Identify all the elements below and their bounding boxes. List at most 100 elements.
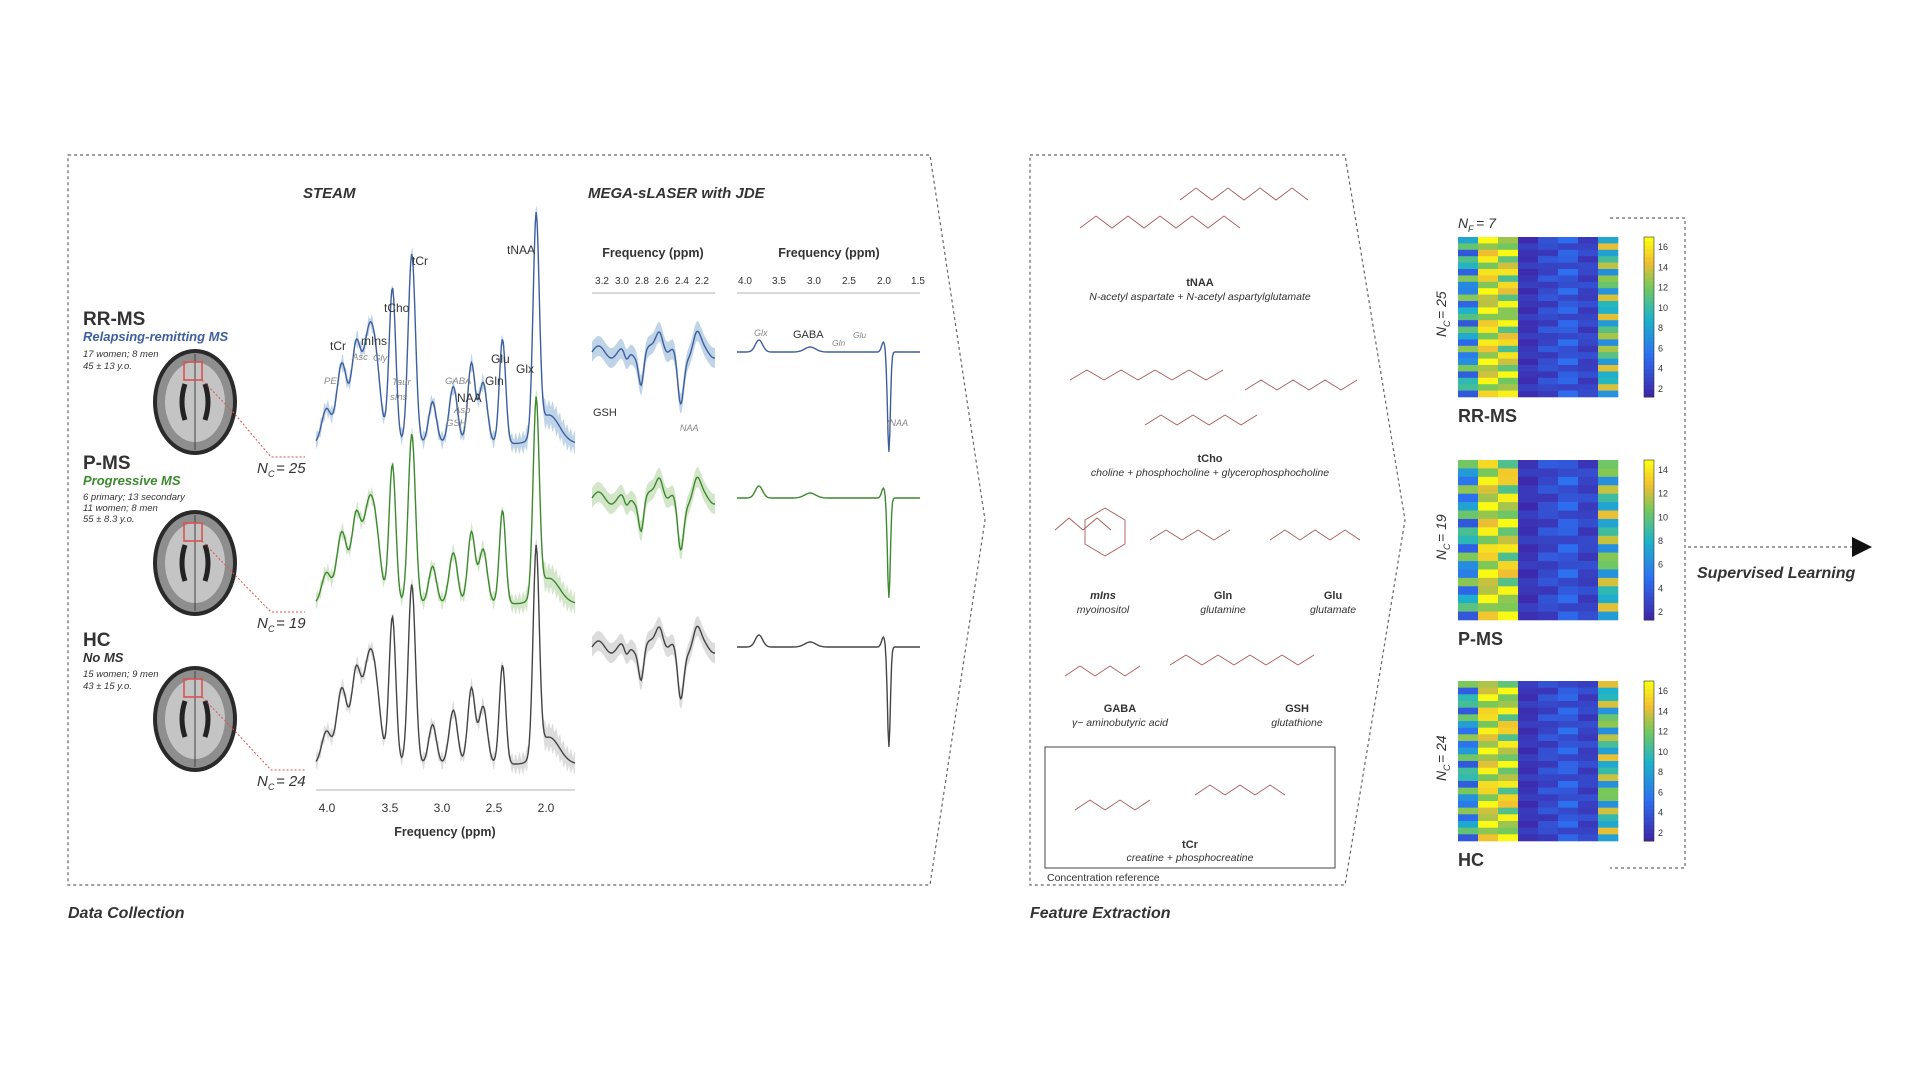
heatmap-cell bbox=[1458, 460, 1479, 469]
peak-naa: NAA bbox=[457, 391, 482, 405]
heatmap-cell bbox=[1578, 569, 1599, 579]
heatmap-cell bbox=[1458, 603, 1479, 612]
heatmap-cell bbox=[1538, 249, 1559, 257]
tick-label: 2.8 bbox=[635, 276, 649, 287]
voxel-connector bbox=[201, 379, 305, 458]
group-name: Relapsing-remitting MS bbox=[83, 329, 229, 344]
heatmap-cell bbox=[1518, 358, 1539, 366]
heatmap-cell bbox=[1458, 767, 1479, 775]
colorbar-tick: 6 bbox=[1658, 787, 1663, 797]
heatmap-cell bbox=[1558, 569, 1579, 579]
heatmap-cell bbox=[1558, 774, 1579, 782]
metabolite-abbr: mIns bbox=[1090, 590, 1116, 602]
heatmap-cell bbox=[1578, 535, 1599, 545]
heatmap-cell bbox=[1578, 256, 1599, 263]
mega-label-glu: Glu bbox=[853, 330, 867, 340]
heatmap-cell bbox=[1518, 390, 1539, 398]
heatmap-cell bbox=[1558, 821, 1579, 828]
colorbar-segment bbox=[1644, 305, 1654, 310]
heatmap-cell bbox=[1498, 544, 1519, 553]
heatmap-cell bbox=[1558, 377, 1579, 385]
colorbar-segment bbox=[1644, 777, 1654, 782]
heatmap-cell bbox=[1538, 787, 1559, 795]
heatmap-cell bbox=[1498, 774, 1519, 782]
heatmap-group-label: HC bbox=[1458, 850, 1484, 870]
heatmap-cell bbox=[1538, 561, 1559, 570]
heatmap-cell bbox=[1518, 569, 1539, 579]
heatmap-cell bbox=[1518, 243, 1539, 251]
heatmap-cell bbox=[1558, 281, 1579, 289]
heatmap-cell bbox=[1558, 326, 1579, 334]
heatmap-cell bbox=[1518, 371, 1539, 379]
colorbar-segment bbox=[1644, 385, 1654, 390]
metabolite-desc: myoinositol bbox=[1077, 604, 1130, 616]
heatmap-cell bbox=[1558, 320, 1579, 327]
colorbar-segment bbox=[1644, 568, 1654, 573]
heatmap-cell bbox=[1478, 476, 1499, 486]
group-pms-label: P-MS Progressive MS 6 primary; 13 second… bbox=[83, 453, 186, 525]
heatmap-cell bbox=[1458, 249, 1479, 257]
heatmap-cell bbox=[1558, 714, 1579, 722]
heatmap-cell bbox=[1578, 577, 1599, 587]
heatmap-cell bbox=[1558, 371, 1579, 379]
heatmap-cell bbox=[1538, 281, 1559, 289]
heatmap-cell bbox=[1598, 594, 1619, 604]
colorbar-tick: 4 bbox=[1658, 583, 1663, 593]
heatmap-cell bbox=[1598, 834, 1619, 842]
heatmap-cell bbox=[1478, 774, 1499, 782]
heatmap-cell bbox=[1478, 510, 1499, 520]
heatmap-cell bbox=[1518, 561, 1539, 570]
colorbar-tick: 4 bbox=[1658, 364, 1663, 374]
heatmap-cell bbox=[1498, 485, 1519, 494]
heatmap-cell bbox=[1598, 371, 1619, 379]
heatmap-cell bbox=[1518, 577, 1539, 587]
peak-glx: Glx bbox=[516, 362, 534, 376]
colorbar-segment bbox=[1644, 821, 1654, 826]
heatmap-cell bbox=[1498, 390, 1519, 398]
heatmap-cell bbox=[1558, 339, 1579, 347]
heatmap-cell bbox=[1458, 294, 1479, 302]
heatmap-cell bbox=[1498, 741, 1519, 748]
chemical-structure bbox=[1144, 414, 1258, 426]
heatmap-cell bbox=[1558, 594, 1579, 604]
heatmap-cell bbox=[1598, 727, 1619, 735]
axis-label: Frequency (ppm) bbox=[394, 825, 495, 839]
heatmap-cell bbox=[1518, 275, 1539, 283]
heatmap-cell bbox=[1598, 747, 1619, 755]
heatmap-cell bbox=[1578, 243, 1599, 251]
heatmap-cell bbox=[1598, 801, 1619, 808]
spectrum-band bbox=[592, 467, 715, 560]
heatmap-cell bbox=[1478, 814, 1499, 822]
heatmap-cell bbox=[1578, 734, 1599, 742]
colorbar-segment bbox=[1644, 592, 1654, 597]
colorbar-segment bbox=[1644, 237, 1654, 242]
colorbar-segment bbox=[1644, 556, 1654, 561]
heatmap-cell bbox=[1598, 510, 1619, 520]
heatmap-cell bbox=[1458, 345, 1479, 353]
brain-mri-image bbox=[153, 666, 305, 772]
heatmap-cell bbox=[1578, 502, 1599, 511]
heatmap-cell bbox=[1498, 821, 1519, 828]
heatmap-cell bbox=[1578, 377, 1599, 385]
heatmap-cell bbox=[1498, 807, 1519, 815]
heatmap-cell bbox=[1578, 694, 1599, 702]
colorbar-segment bbox=[1644, 520, 1654, 525]
heatmap-cell bbox=[1538, 377, 1559, 385]
heatmap-cell bbox=[1478, 569, 1499, 579]
heatmap-cell bbox=[1518, 502, 1539, 511]
heatmap-cell bbox=[1478, 313, 1499, 321]
heatmap-cell bbox=[1598, 345, 1619, 353]
peak-asp: Asp bbox=[453, 405, 470, 416]
heatmap-cell bbox=[1478, 821, 1499, 828]
heatmap-cell bbox=[1578, 390, 1599, 398]
heatmap-cell bbox=[1458, 365, 1479, 372]
colorbar-segment bbox=[1644, 488, 1654, 493]
heatmap-cell bbox=[1558, 358, 1579, 366]
metabolite-abbr: Gln bbox=[1214, 590, 1233, 602]
colorbar-segment bbox=[1644, 544, 1654, 549]
heatmap-cell bbox=[1598, 794, 1619, 802]
nc-label: N C = 24 bbox=[257, 773, 306, 792]
heatmap-cell bbox=[1538, 552, 1559, 562]
heatmap-cell bbox=[1498, 384, 1519, 391]
colorbar-segment bbox=[1644, 269, 1654, 274]
